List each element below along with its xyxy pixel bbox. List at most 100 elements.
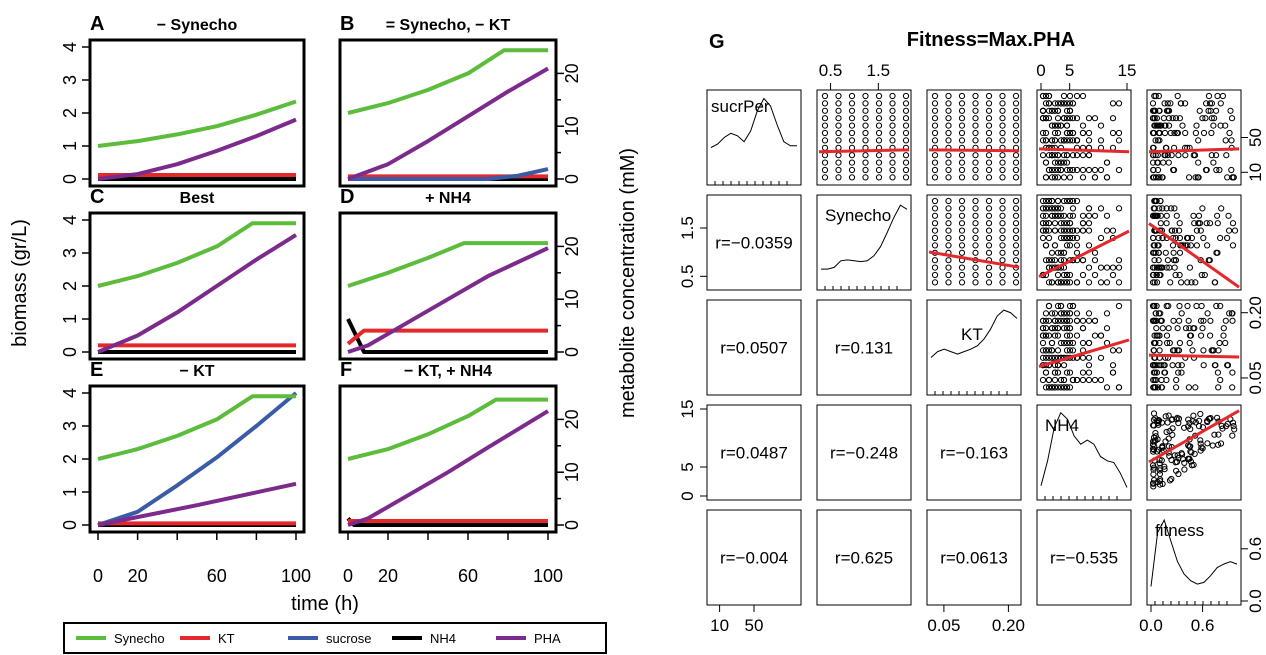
- y-tick-label: 3: [60, 75, 80, 85]
- scatter-point: [1217, 376, 1224, 384]
- scatter-point: [1045, 234, 1053, 242]
- y-tick-label: 3: [60, 248, 80, 258]
- scatter-point: [1054, 302, 1062, 310]
- scatter-point: [1042, 242, 1050, 249]
- scatter-point: [1045, 205, 1053, 212]
- scatter-point: [958, 166, 966, 174]
- panel-letter-B: B: [340, 13, 354, 35]
- scatter-point: [1157, 476, 1164, 483]
- matrix-cell-frame: [706, 194, 802, 291]
- scatter-point: [1012, 249, 1020, 256]
- correlation-label: r=0.0507: [720, 339, 788, 358]
- scatter-point: [1198, 332, 1205, 339]
- panel-frame: [338, 211, 558, 361]
- scatter-point: [1172, 234, 1179, 242]
- scatter-point: [1165, 325, 1172, 332]
- scatter-point: [999, 205, 1006, 212]
- scatter-point: [1060, 152, 1068, 159]
- scatter-point: [848, 107, 856, 114]
- scatter-point: [821, 129, 829, 137]
- scatter-point: [958, 242, 966, 249]
- panel-title-F: − KT, + NH4: [404, 363, 492, 380]
- scatter-point: [1057, 166, 1065, 174]
- scatter-point: [1057, 249, 1065, 256]
- scatter-point: [1109, 369, 1117, 376]
- bottom-axis-label: 50: [745, 616, 764, 635]
- left-axis-label: 0: [678, 491, 697, 500]
- scatter-point: [1048, 249, 1056, 256]
- scatter-point: [1150, 166, 1157, 174]
- scatter-point: [1042, 227, 1050, 234]
- scatter-point: [1109, 347, 1117, 354]
- matrix-cell-frame: [926, 89, 1022, 186]
- scatter-point: [1091, 174, 1099, 181]
- scatter-point: [1184, 242, 1191, 249]
- scatter-point: [931, 166, 939, 174]
- scatter-point: [1231, 426, 1238, 433]
- scatter-point: [1151, 249, 1158, 256]
- scatter-point: [945, 227, 952, 234]
- scatter-point: [1091, 249, 1099, 256]
- scatter-point: [1168, 475, 1175, 483]
- scatter-point: [902, 174, 910, 181]
- scatter-point: [1085, 376, 1093, 384]
- scatter-point: [1169, 115, 1176, 122]
- scatter-point: [1201, 271, 1208, 279]
- matrix-cell: r=−0.0359: [706, 194, 802, 291]
- scatter-point: [945, 242, 952, 249]
- scatter-point: [889, 107, 896, 114]
- scatter-point: [1066, 166, 1074, 174]
- scatter-point: [1211, 431, 1218, 438]
- scatter-point: [821, 115, 829, 122]
- panel-A: A − Synecho 0 1 2 3 4: [60, 13, 306, 188]
- scatter-point: [1169, 362, 1176, 369]
- scatter-point: [1051, 332, 1059, 339]
- scatter-point: [1066, 325, 1074, 332]
- panel-title-B: = Synecho, − KT: [386, 17, 511, 34]
- scatter-point: [958, 197, 966, 205]
- scatter-point: [1185, 384, 1193, 391]
- scatter-point: [862, 129, 869, 137]
- scatter-point: [1069, 100, 1077, 107]
- scatter-point: [1057, 376, 1065, 384]
- scatter-point: [1069, 129, 1077, 137]
- scatter-point: [1115, 205, 1123, 212]
- scatter-point: [1054, 107, 1062, 114]
- scatter-point: [1066, 212, 1074, 219]
- scatter-point: [1198, 444, 1205, 451]
- scatter-point: [902, 166, 910, 174]
- scatter-point: [1054, 205, 1062, 212]
- panel-letter-F: F: [340, 359, 352, 381]
- scatter-point: [1073, 376, 1081, 384]
- scatter-point: [1177, 100, 1185, 107]
- scatter-point: [1039, 129, 1047, 137]
- series-line-kt: [346, 328, 548, 346]
- scatter-point: [1051, 166, 1059, 174]
- scatter-point: [1154, 242, 1161, 249]
- scatter-point: [1186, 339, 1193, 347]
- scatter-point: [1152, 92, 1159, 100]
- matrix-cell: r=0.131: [816, 299, 912, 396]
- scatter-point: [1097, 354, 1105, 361]
- scatter-point: [1012, 234, 1020, 242]
- scatter-point: [1039, 220, 1047, 227]
- scatter-point: [1073, 115, 1081, 122]
- scatter-point: [958, 227, 966, 234]
- scatter-point: [1173, 376, 1180, 384]
- scatter-point: [902, 122, 910, 129]
- scatter-point: [1012, 197, 1020, 205]
- correlation-label: r=−0.0359: [715, 234, 793, 253]
- scatter-point: [1091, 166, 1099, 174]
- scatter-point: [1161, 362, 1168, 369]
- scatter-point: [862, 92, 869, 100]
- scatter-point: [1060, 220, 1068, 227]
- y-right-tick-label: 20: [562, 63, 582, 83]
- scatter-point: [1048, 107, 1056, 114]
- scatter-point: [1066, 234, 1074, 242]
- scatter-point: [999, 174, 1006, 181]
- scatter-point: [1162, 438, 1169, 445]
- scatter-point: [1115, 347, 1123, 354]
- scatter-point: [1171, 264, 1178, 271]
- scatter-point: [1229, 310, 1236, 317]
- scatter-point: [1227, 107, 1234, 114]
